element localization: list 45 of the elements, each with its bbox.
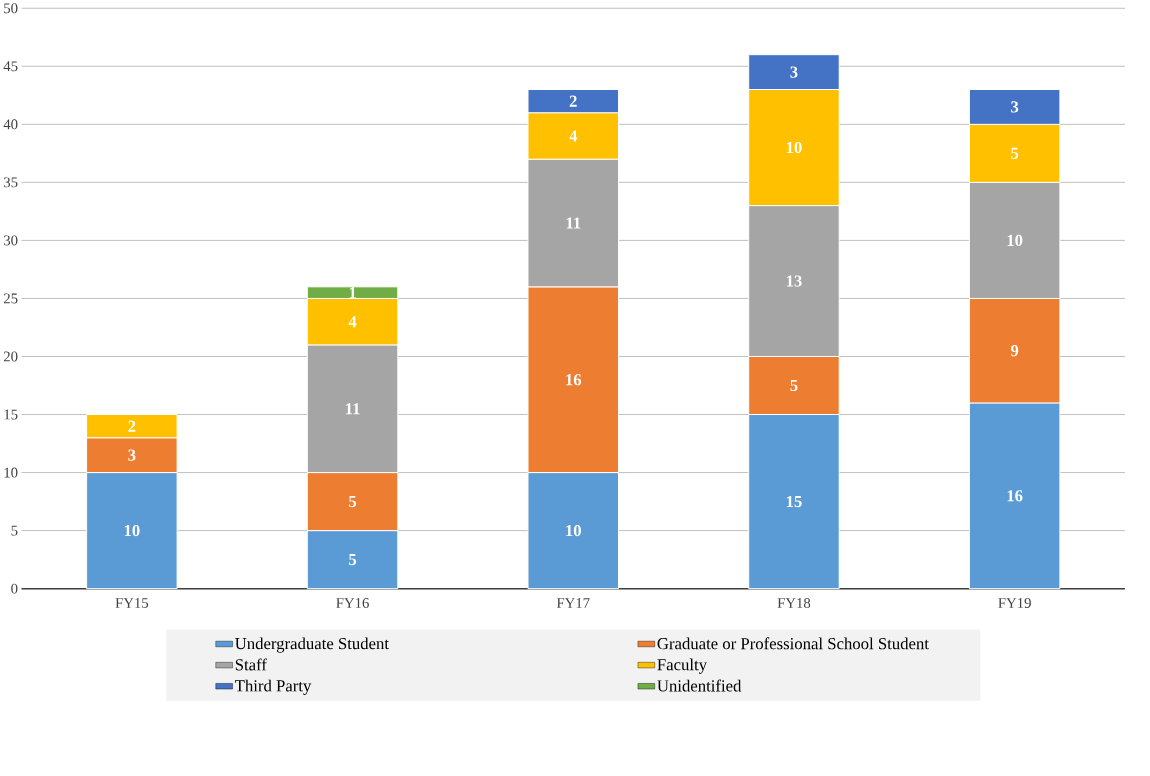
x-tick-label: FY18 — [777, 598, 811, 609]
legend-label: Graduate or Professional School Student — [657, 637, 929, 650]
y-tick-label: 0 — [11, 583, 18, 594]
legend-label: Unidentified — [657, 679, 742, 692]
x-tick-label: FY16 — [336, 598, 369, 609]
data-label: 11 — [566, 217, 581, 229]
y-tick-label: 20 — [3, 351, 18, 362]
data-label: 1 — [349, 287, 356, 299]
data-label: 10 — [1007, 235, 1023, 247]
data-label: 16 — [566, 374, 582, 386]
data-label: 13 — [786, 275, 802, 287]
legend-label: Staff — [235, 658, 267, 671]
data-label: 15 — [786, 496, 802, 508]
legend-label: Faculty — [657, 658, 707, 675]
data-label: 10 — [786, 142, 802, 154]
data-label: 3 — [1011, 101, 1019, 113]
data-label: 10 — [124, 525, 140, 537]
y-tick-label: 25 — [3, 293, 18, 304]
legend-label: Third Party — [235, 679, 312, 696]
data-label: 5 — [349, 496, 357, 508]
data-label: 2 — [569, 95, 577, 107]
x-tick-label: FY17 — [556, 598, 590, 609]
y-tick-label: 30 — [4, 235, 18, 246]
data-label: 9 — [1010, 345, 1019, 357]
y-tick-label: 15 — [4, 409, 18, 420]
data-label: 2 — [128, 420, 136, 432]
data-label: 4 — [569, 130, 578, 142]
data-label: 10 — [566, 525, 581, 537]
data-label: 3 — [128, 449, 136, 462]
data-label: 11 — [346, 403, 360, 415]
x-tick-label: FY15 — [115, 598, 149, 609]
y-tick-label: 50 — [4, 3, 18, 14]
data-label: 4 — [348, 316, 357, 328]
y-tick-label: 5 — [11, 525, 18, 536]
data-label: 5 — [790, 380, 798, 392]
data-label: 16 — [1007, 490, 1023, 502]
data-label: 5 — [349, 554, 357, 566]
y-tick-label: 10 — [4, 467, 18, 478]
y-tick-label: 35 — [4, 177, 18, 188]
data-label: 3 — [790, 66, 798, 78]
x-tick-label: FY19 — [998, 598, 1031, 609]
y-tick-label: 45 — [3, 61, 18, 72]
y-tick-label: 40 — [3, 119, 18, 130]
legend-label: Undergraduate Student — [235, 637, 389, 653]
data-label: 5 — [1011, 148, 1019, 160]
